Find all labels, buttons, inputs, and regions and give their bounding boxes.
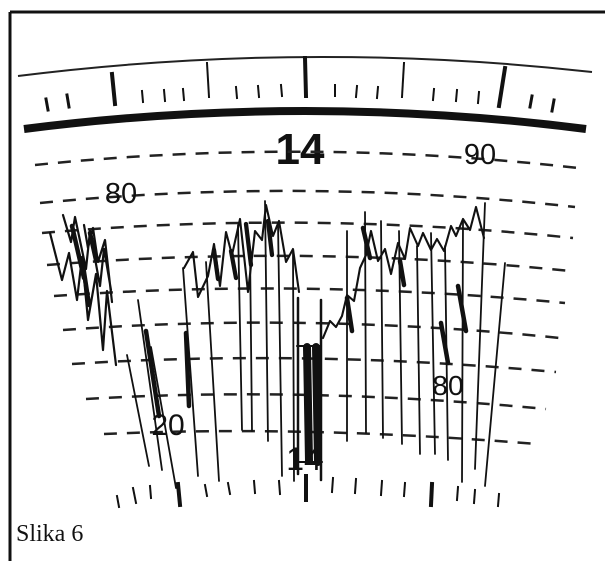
center-right-ridge xyxy=(321,205,486,340)
dashed-arc-9 xyxy=(103,429,537,446)
sounding-traces xyxy=(48,200,506,489)
top-minor-tick xyxy=(354,84,359,99)
bottom-minor-tick xyxy=(472,488,477,505)
center-left-dark-ridge xyxy=(211,218,275,282)
scale-baseline-arc xyxy=(23,107,587,133)
top-minor-tick xyxy=(454,88,459,103)
center-right-dark-ridge xyxy=(344,225,469,366)
bottom-minor-tick xyxy=(379,479,384,497)
top-major-tick xyxy=(496,65,508,109)
top-scale-ticks xyxy=(44,55,556,113)
top-minor-tick xyxy=(140,89,145,104)
left-cluster-trace xyxy=(48,213,118,367)
bottom-minor-tick xyxy=(455,485,460,502)
left-record-label: 20 xyxy=(151,409,184,442)
right-scale-label: 90 xyxy=(464,139,496,171)
top-minor-tick xyxy=(234,85,239,100)
center-record-label: 14 xyxy=(286,441,322,477)
top-minor-tick xyxy=(65,93,71,109)
left-cluster-dark-trace xyxy=(69,223,192,419)
dashed-arc-8 xyxy=(85,393,547,411)
dashed-arc-5 xyxy=(53,287,566,305)
bottom-minor-tick xyxy=(402,481,407,498)
dashed-arc-1 xyxy=(34,150,579,170)
top-major-tick xyxy=(205,61,211,99)
bottom-minor-tick xyxy=(496,492,501,508)
bottom-minor-tick xyxy=(148,484,153,500)
top-minor-tick xyxy=(279,83,284,98)
top-minor-tick xyxy=(375,85,380,100)
bottom-minor-tick xyxy=(203,483,209,498)
figure-caption: Slika 6 xyxy=(16,521,84,547)
bottom-minor-tick xyxy=(252,479,257,495)
top-minor-tick xyxy=(256,84,261,99)
top-minor-tick xyxy=(162,88,167,103)
top-minor-tick xyxy=(181,87,186,102)
center-left-ridge xyxy=(182,203,301,299)
top-minor-tick xyxy=(44,97,50,112)
top-minor-tick xyxy=(550,98,556,113)
bottom-major-tick xyxy=(175,481,183,508)
bottom-minor-tick xyxy=(226,481,232,496)
left-scale-label: 80 xyxy=(105,178,137,210)
bottom-minor-tick xyxy=(330,476,335,494)
left-descending-lines xyxy=(126,261,220,489)
top-scale-label: 14 xyxy=(276,125,325,174)
top-minor-tick xyxy=(528,94,534,109)
right-record-label: 80 xyxy=(432,370,463,401)
dashed-arc-4 xyxy=(46,254,571,273)
dashed-arc-2 xyxy=(39,189,576,209)
center-column-fill xyxy=(303,343,322,466)
top-minor-tick xyxy=(476,90,481,105)
bottom-major-tick xyxy=(428,481,435,508)
dashed-arc-6 xyxy=(62,321,561,340)
center-left-down-lines xyxy=(237,200,295,482)
top-minor-tick xyxy=(431,87,436,102)
center-right-down-lines xyxy=(346,202,506,487)
bottom-minor-tick xyxy=(131,486,138,505)
top-major-tick xyxy=(302,55,309,99)
bottom-minor-tick xyxy=(115,494,121,509)
bottom-minor-tick xyxy=(353,477,358,495)
center-column-caps xyxy=(293,344,324,464)
dashed-arc-3 xyxy=(41,221,574,240)
top-major-tick xyxy=(400,61,406,99)
top-major-tick xyxy=(109,71,118,107)
bottom-minor-tick xyxy=(277,479,282,496)
bottom-scale-ticks xyxy=(115,474,501,509)
